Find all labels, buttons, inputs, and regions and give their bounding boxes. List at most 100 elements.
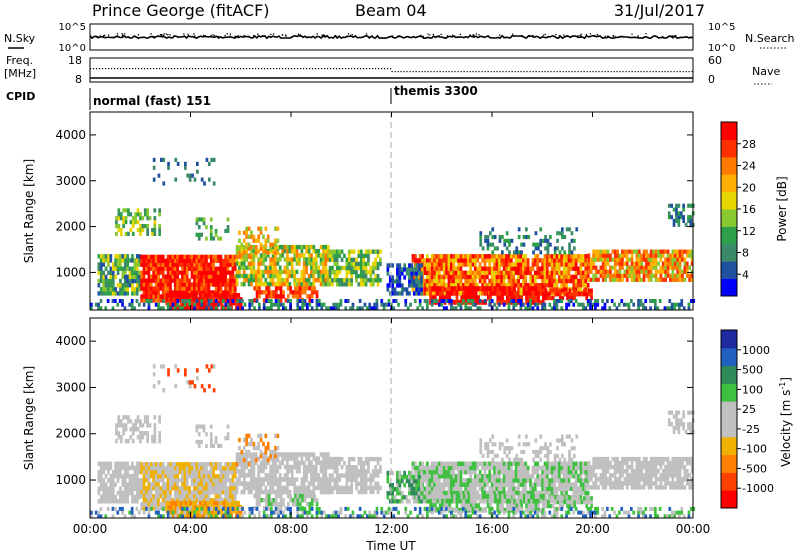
power-cell [682,306,686,311]
power-cell [567,270,571,275]
power-cell [333,273,337,279]
power-cell [565,227,569,232]
power-cell [161,282,165,287]
power-cell [164,262,167,267]
velocity-cell [231,482,235,487]
power-cell [542,292,545,297]
power-cell [630,257,634,262]
power-cell [426,278,429,284]
nsearch-dot [169,34,171,36]
power-cell [165,301,169,306]
nave-dot [357,68,359,70]
velocity-cell [135,486,139,491]
power-cell [462,262,465,267]
power-cell [445,262,448,267]
power-cell [677,211,681,216]
power-cell [363,302,367,307]
nave-dot [580,71,582,73]
power-cell [146,212,149,217]
power-cell [525,227,528,232]
velocity-cell [224,436,227,441]
power-cell [518,295,521,301]
power-cell [677,203,681,208]
power-cell [412,267,416,272]
velocity-cell [350,481,353,486]
power-cell [524,270,528,275]
power-cell [454,278,458,284]
power-cell [240,242,244,247]
power-cell [601,273,605,278]
velocity-cell [307,481,311,486]
power-cell [133,270,137,275]
power-cell [386,267,390,272]
nave-dot [484,71,486,73]
power-cell [225,305,229,310]
power-cell [594,273,598,278]
velocity-cell [423,465,427,471]
velocity-cell [310,468,313,474]
power-cell [440,258,444,263]
velocity-cell [326,481,330,486]
power-cell [654,261,658,266]
velocity-cell [314,456,318,461]
power-cell [274,299,278,303]
power-cell [278,257,282,262]
velocity-cell [240,460,244,466]
power-cell [302,261,306,266]
velocity-cell [185,494,189,499]
velocity-cell [259,464,263,470]
velocity-cell [126,474,129,479]
power-cell [111,306,115,311]
velocity-cell [345,489,349,495]
velocity-cell [262,489,265,495]
velocity-cell [345,481,349,486]
power-cell [550,283,554,288]
velocity-cell [283,456,287,461]
power-cell [529,270,532,275]
power-cell [195,258,199,263]
power-cell [630,253,634,258]
velocity-cell [169,490,172,495]
power-cell [486,246,490,251]
velocity-cell [202,498,206,503]
power-cell [374,278,377,283]
power-cell [97,278,101,284]
power-cell [476,274,480,280]
velocity-cell [254,460,258,466]
power-cell [491,242,495,247]
power-cell [231,286,235,291]
power-cell [258,294,261,299]
velocity-cell [347,473,351,478]
velocity-cell [264,485,268,491]
velocity-cell [242,445,246,451]
power-cell [423,270,427,275]
velocity-cell [196,509,200,514]
power-cell [143,224,147,229]
power-cell [345,269,349,275]
power-cell [470,295,473,301]
power-cell [549,242,552,247]
velocity-cell [102,482,105,487]
power-cell [544,292,548,297]
power-cell [157,270,160,275]
power-cell [250,299,254,303]
velocity-cell [255,493,259,499]
power-cell [176,286,179,291]
power-cell [147,278,151,283]
velocity-cell [266,473,270,478]
nave-dot [541,71,543,73]
power-cell [202,217,206,222]
velocity-cell [231,466,235,471]
power-cell [676,277,679,282]
velocity-cell [217,478,220,483]
power-cell [512,283,516,288]
nave-dot [424,71,426,73]
power-cell [241,306,244,311]
power-cell [410,271,414,276]
power-cell [157,278,160,283]
power-cell [465,290,468,296]
power-cell [568,227,571,232]
velocity-cell [146,435,149,440]
power-cell [611,249,615,254]
